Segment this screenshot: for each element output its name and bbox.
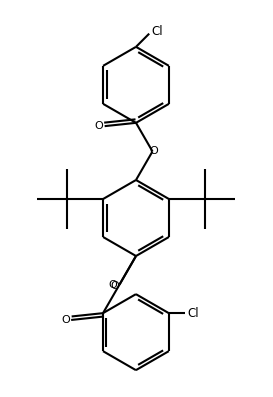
Text: Cl: Cl [188, 306, 199, 320]
Text: O: O [149, 146, 158, 156]
Text: O: O [61, 316, 70, 326]
Text: O: O [94, 121, 103, 131]
Text: O: O [108, 279, 117, 289]
Text: O: O [110, 281, 119, 291]
Text: Cl: Cl [152, 25, 163, 38]
